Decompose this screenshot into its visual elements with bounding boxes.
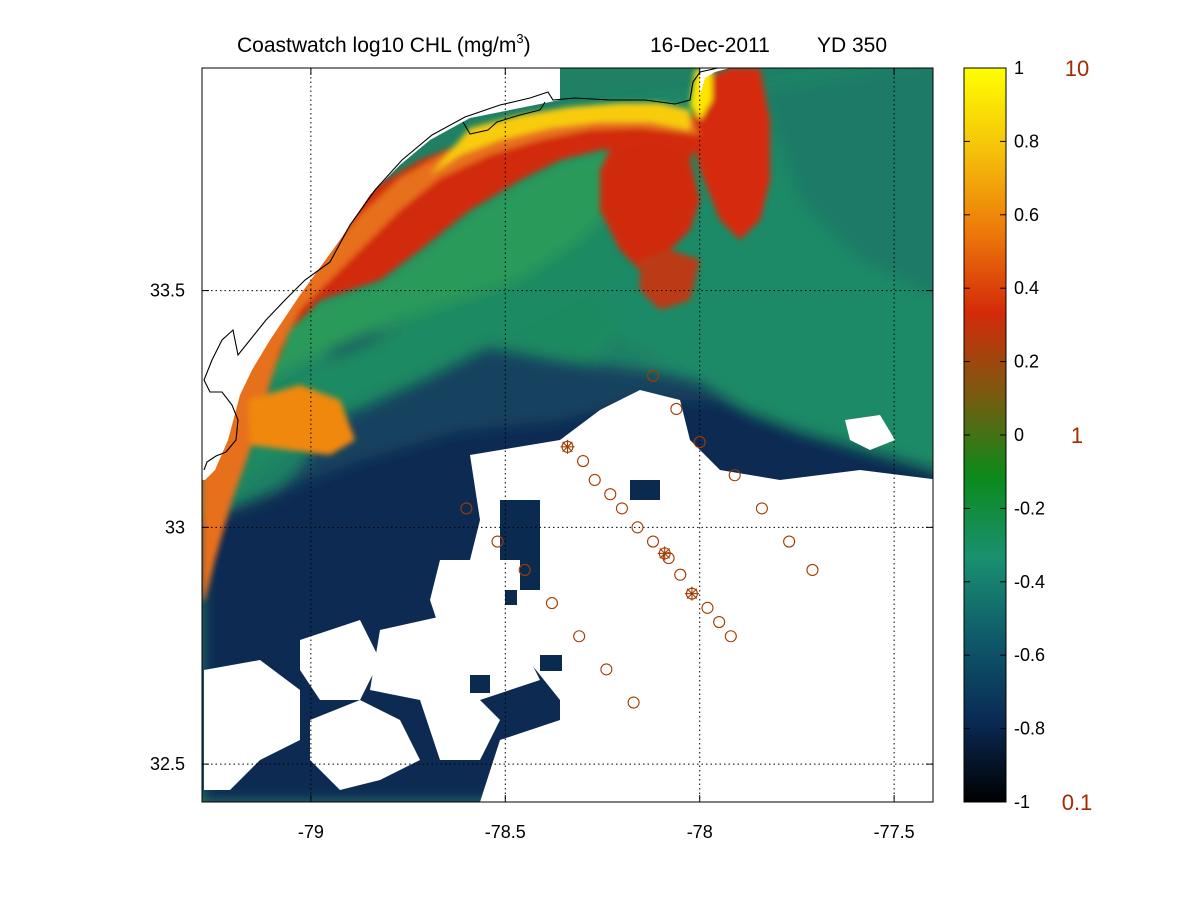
- station-marker: [545, 597, 558, 610]
- cloud-mask: [204, 390, 933, 802]
- station-marker: [577, 454, 590, 468]
- coastline: [329, 68, 719, 263]
- colorbar-tick-label: 0.2: [1014, 352, 1039, 372]
- colorbar-tick-label: -0.4: [1014, 572, 1045, 592]
- title-date: 16-Dec-2011: [650, 34, 770, 57]
- land-cape-area: [700, 68, 730, 95]
- lat-lon-grid: [202, 68, 933, 802]
- station-marker: [627, 696, 640, 709]
- cloud-gap-patches: [470, 480, 660, 693]
- station-marker: [518, 563, 531, 577]
- colorbar-concentration-label: 0.1: [1062, 790, 1093, 815]
- colorbar-tick-label: -1: [1014, 792, 1030, 812]
- latitude-tick-labels: 33.5 33 32.5: [150, 281, 185, 775]
- station-marker: [693, 436, 706, 449]
- station-marker-starred: [560, 439, 575, 454]
- station-marker-starred: [684, 586, 699, 601]
- station-markers: [460, 369, 819, 709]
- colorbar-tick-label: -0.8: [1014, 719, 1045, 739]
- lon-tick-label: -78.5: [485, 822, 526, 842]
- title-yearday: YD 350: [817, 34, 887, 57]
- station-marker: [806, 563, 819, 577]
- station-marker: [724, 630, 737, 643]
- station-marker: [460, 502, 473, 515]
- colorbar-tick-label: -0.6: [1014, 645, 1045, 665]
- lon-tick-label: -78: [687, 822, 713, 842]
- station-marker: [670, 402, 683, 416]
- station-marker-starred: [657, 546, 672, 561]
- lat-tick-label: 33: [165, 517, 185, 537]
- station-marker: [491, 535, 504, 548]
- colorbar-tick-label: -0.2: [1014, 498, 1045, 518]
- coastline-south: [203, 261, 331, 471]
- coastal-high-chlorophyll-band: [202, 68, 770, 600]
- station-marker: [631, 521, 644, 534]
- station-marker: [674, 568, 687, 581]
- colorbar-tick-label: 0: [1014, 425, 1024, 445]
- title-text: Coastwatch log10 CHL (mg/m3): [237, 31, 531, 57]
- station-marker: [783, 535, 796, 548]
- station-marker: [604, 488, 617, 501]
- lat-tick-label: 32.5: [150, 754, 185, 774]
- colorbar-tick-labels: 1 0.8 0.6 0.4 0.2 0 -0.2 -0.4 -0.6 -0.8 -1: [964, 58, 1045, 812]
- station-marker: [573, 630, 586, 643]
- colorbar-tick-label: 0.6: [1014, 205, 1039, 225]
- station-marker: [662, 552, 675, 565]
- colorbar-concentration-label: 1: [1071, 423, 1083, 448]
- chlorophyll-map: [202, 68, 933, 802]
- station-marker: [646, 369, 660, 382]
- coastline-inlet: [462, 101, 546, 135]
- colorbar: [963, 67, 1007, 803]
- station-marker: [728, 469, 741, 482]
- lon-tick-label: -79: [298, 822, 324, 842]
- lat-tick-label: 33.5: [150, 281, 185, 301]
- lon-tick-label: -77.5: [874, 822, 915, 842]
- land-area: [202, 68, 560, 480]
- longitude-tick-labels: -79 -78.5 -78 -77.5: [298, 822, 915, 842]
- map-frame: [201, 67, 934, 803]
- station-marker: [646, 535, 660, 548]
- station-marker: [713, 616, 726, 629]
- colorbar-tick-label: 0.4: [1014, 278, 1039, 298]
- colorbar-tick-label: 1: [1014, 58, 1024, 78]
- station-marker: [588, 473, 601, 487]
- station-marker: [701, 601, 714, 614]
- colorbar-concentration-label: 10: [1065, 56, 1089, 81]
- station-marker: [755, 502, 768, 515]
- colorbar-concentration-labels: 10 1 0.1: [1062, 56, 1093, 815]
- station-marker: [615, 502, 628, 515]
- colorbar-tick-label: 0.8: [1014, 131, 1039, 151]
- station-marker: [600, 663, 613, 676]
